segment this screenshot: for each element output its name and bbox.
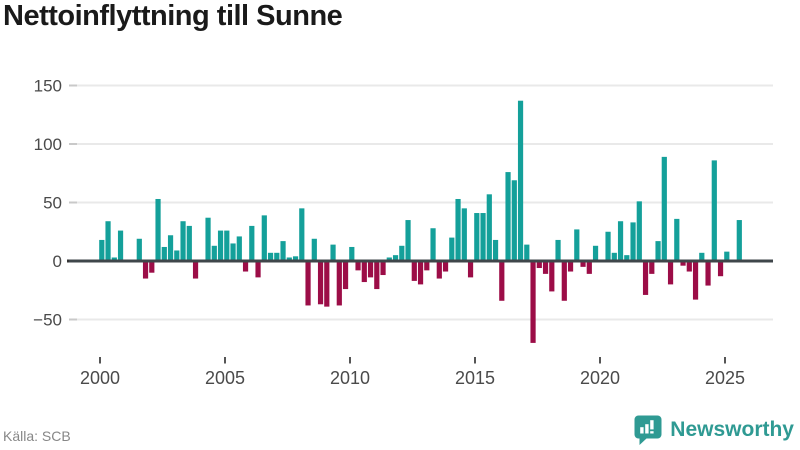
newsworthy-logo-text: Newsworthy [670,418,794,441]
newsworthy-logo: Newsworthy [633,414,794,446]
svg-text:150: 150 [34,77,62,96]
svg-text:2010: 2010 [330,368,370,388]
newsworthy-chart-bubble-icon [633,414,663,446]
svg-text:2015: 2015 [455,368,495,388]
svg-text:0: 0 [53,252,62,271]
svg-text:2000: 2000 [80,368,120,388]
svg-text:2005: 2005 [205,368,245,388]
svg-text:2025: 2025 [705,368,745,388]
svg-text:−50: −50 [33,311,62,330]
chart-title: Nettoinflyttning till Sunne [3,0,343,32]
svg-text:100: 100 [34,135,62,154]
svg-text:2020: 2020 [580,368,620,388]
source-label: Källa: SCB [3,428,71,444]
svg-text:50: 50 [43,194,62,213]
